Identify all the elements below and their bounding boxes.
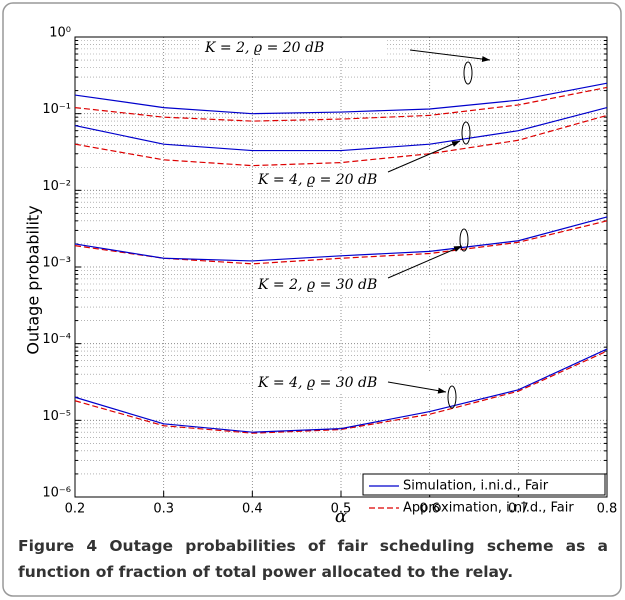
annotation-arrow	[387, 140, 461, 173]
annotation: K = 2, ϱ = 20 dB	[204, 40, 324, 56]
annotation-bg	[254, 373, 440, 393]
annotation-ellipse	[463, 61, 473, 85]
y-tick-label: 10⁻⁴	[42, 332, 71, 347]
y-axis-label: Outage probability	[24, 205, 43, 354]
y-tick-label: 10⁻⁵	[42, 409, 71, 424]
approximation-line	[74, 220, 608, 265]
simulation-line	[74, 82, 608, 115]
y-tick-label: 10⁻⁶	[42, 486, 71, 501]
x-tick-label: 0.6	[419, 502, 440, 517]
x-axis-label: α	[335, 506, 347, 527]
caption-label: Figure 4	[18, 537, 98, 555]
simulation-line	[74, 348, 608, 433]
annotation-ellipse	[461, 121, 471, 145]
annotation-ellipse	[459, 228, 469, 252]
y-tick-label: 10⁻²	[42, 179, 71, 194]
x-tick-label: 0.2	[65, 502, 86, 517]
annotation-arrow	[387, 381, 447, 394]
plot-area	[75, 37, 607, 497]
annotation: K = 4, ϱ = 30 dB	[257, 375, 377, 391]
legend-label: Approximation, i.ni.d., Fair	[403, 501, 574, 516]
annotation-arrow	[409, 49, 491, 62]
simulation-line	[74, 216, 608, 262]
simulation-line	[74, 107, 608, 152]
y-tick-label: 10⁻¹	[42, 102, 71, 117]
annotation-ellipse	[447, 385, 457, 409]
x-tick-label: 0.3	[153, 502, 174, 517]
y-tick-label: 10⁰	[49, 26, 71, 41]
annotation: K = 4, ϱ = 20 dB	[257, 172, 377, 188]
approximation-line	[74, 86, 608, 122]
legend-box	[362, 473, 606, 496]
caption: Figure 4 Outage probabilities of fair sc…	[18, 533, 608, 585]
x-tick-label: 0.4	[242, 502, 263, 517]
x-tick-label: 0.5	[331, 502, 352, 517]
approximation-line	[74, 114, 608, 167]
x-tick-label: 0.7	[508, 502, 529, 517]
legend-label: Simulation, i.ni.d., Fair	[403, 479, 549, 494]
y-tick-label: 10⁻³	[42, 256, 71, 271]
x-tick-label: 0.8	[597, 502, 618, 517]
annotation-bg	[254, 275, 440, 295]
approximation-line	[74, 350, 608, 434]
annotation: K = 2, ϱ = 30 dB	[257, 277, 377, 293]
plot-frame	[74, 36, 608, 498]
annotation-bg	[254, 170, 440, 190]
annotation-bg	[201, 38, 387, 58]
caption-text: Outage probabilities of fair scheduling …	[18, 537, 608, 581]
annotation-arrow	[387, 245, 463, 279]
